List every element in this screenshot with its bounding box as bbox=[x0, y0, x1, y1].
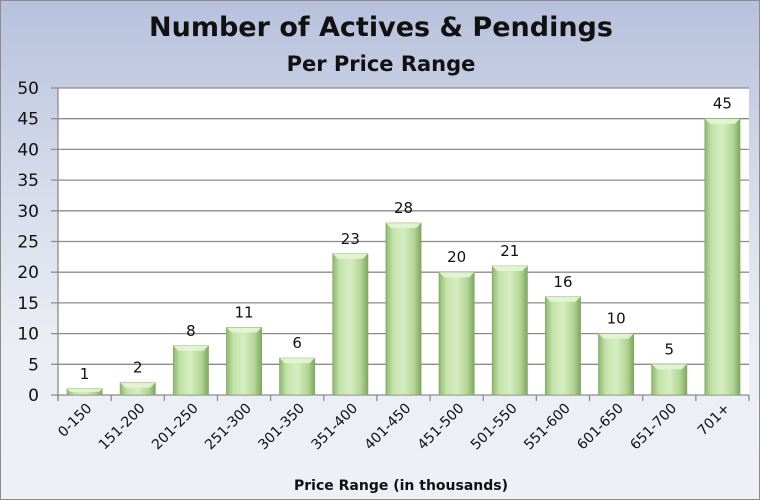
chart-title: Number of Actives & Pendings bbox=[149, 12, 613, 43]
data-label: 1 bbox=[80, 365, 90, 383]
bar bbox=[704, 118, 741, 396]
data-label: 8 bbox=[186, 322, 196, 340]
x-tick-label: 251-300 bbox=[202, 401, 255, 454]
x-tick-label: 551-600 bbox=[521, 401, 574, 454]
x-tick-label: 351-400 bbox=[308, 401, 361, 454]
bar-bevel bbox=[651, 364, 687, 370]
bar bbox=[598, 333, 635, 396]
x-tick-label: 401-450 bbox=[362, 401, 415, 454]
data-label: 23 bbox=[341, 230, 360, 248]
y-tick-label: 10 bbox=[17, 325, 39, 345]
y-tick-label: 30 bbox=[17, 202, 39, 222]
chart-subtitle: Per Price Range bbox=[287, 52, 476, 76]
bar bbox=[438, 271, 475, 396]
bar-bevel bbox=[492, 266, 528, 272]
bar-bevel bbox=[173, 345, 209, 351]
data-label: 20 bbox=[447, 248, 466, 266]
bar-bevel bbox=[279, 358, 315, 364]
bar bbox=[491, 265, 528, 396]
y-tick-label: 5 bbox=[28, 355, 39, 375]
bar bbox=[385, 222, 422, 396]
bar-bevel bbox=[439, 272, 475, 278]
y-tick-label: 50 bbox=[17, 79, 39, 99]
x-tick-label: 201-250 bbox=[149, 401, 202, 454]
x-tick-label: 301-350 bbox=[255, 401, 308, 454]
bar-bevel bbox=[120, 382, 156, 388]
x-tick-label: 501-550 bbox=[468, 401, 521, 454]
x-tick-label: 151-200 bbox=[96, 401, 149, 454]
data-label: 45 bbox=[713, 95, 732, 113]
data-label: 16 bbox=[553, 273, 572, 291]
x-tick-label: 0-150 bbox=[55, 401, 95, 441]
data-label: 21 bbox=[500, 242, 519, 260]
y-tick-label: 0 bbox=[28, 386, 39, 406]
x-tick-label: 701+ bbox=[695, 401, 734, 440]
x-tick-label: 451-500 bbox=[415, 401, 468, 454]
bar-bevel bbox=[545, 296, 581, 302]
x-axis-label: Price Range (in thousands) bbox=[294, 478, 508, 494]
bar-bevel bbox=[332, 253, 368, 259]
data-label: 2 bbox=[133, 359, 143, 377]
data-label: 5 bbox=[664, 340, 674, 358]
bar bbox=[279, 357, 316, 396]
data-label: 10 bbox=[607, 310, 626, 328]
data-label: 28 bbox=[394, 199, 413, 217]
bar bbox=[545, 296, 581, 396]
bar-bevel bbox=[226, 327, 262, 333]
data-label: 6 bbox=[292, 334, 302, 352]
bar bbox=[332, 253, 369, 396]
x-tick-label: 651-700 bbox=[627, 401, 680, 454]
bar-bevel bbox=[704, 118, 740, 124]
y-tick-label: 25 bbox=[17, 233, 39, 253]
bar bbox=[172, 345, 209, 396]
x-tick-label: 601-650 bbox=[574, 401, 627, 454]
y-tick-label: 15 bbox=[17, 294, 39, 314]
bar bbox=[226, 327, 262, 396]
y-tick-label: 45 bbox=[17, 110, 39, 130]
bar-bevel bbox=[67, 388, 103, 392]
y-tick-label: 35 bbox=[17, 171, 39, 191]
bar bbox=[651, 363, 688, 396]
data-label: 11 bbox=[234, 303, 253, 321]
y-tick-label: 20 bbox=[17, 263, 39, 283]
bar-bevel bbox=[385, 223, 422, 229]
bar-bevel bbox=[598, 333, 634, 339]
y-tick-label: 40 bbox=[17, 140, 39, 160]
